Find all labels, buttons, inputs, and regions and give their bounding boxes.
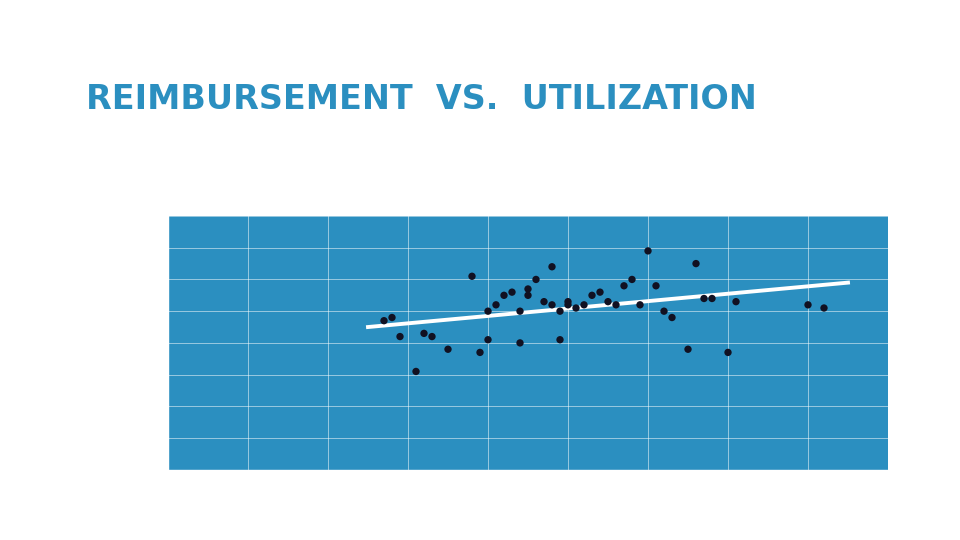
Point — [544, 262, 560, 271]
Point — [720, 348, 735, 357]
Point — [520, 291, 536, 300]
Point — [576, 300, 591, 309]
Point — [657, 307, 672, 315]
Point — [489, 300, 504, 309]
Point — [688, 259, 704, 268]
Point — [664, 313, 680, 322]
Point — [696, 294, 711, 303]
Point — [624, 275, 639, 284]
Point — [816, 303, 831, 312]
Point — [592, 288, 608, 296]
Point — [480, 307, 495, 315]
Point — [465, 272, 480, 281]
Point — [417, 329, 432, 338]
Point — [552, 307, 567, 315]
Point — [633, 300, 648, 309]
Point — [681, 345, 696, 354]
Point — [408, 367, 423, 376]
Point — [561, 298, 576, 306]
X-axis label: Medicaid Reimbursement Rate as a percentage of Private Insurance Reimbursement
R: Medicaid Reimbursement Rate as a percent… — [277, 496, 779, 524]
Point — [528, 275, 543, 284]
Point — [504, 288, 519, 296]
Point — [568, 303, 584, 312]
Y-axis label: Utilizaiton rate (%): Utilizaiton rate (%) — [130, 284, 143, 402]
Point — [801, 300, 816, 309]
Point — [609, 300, 624, 309]
Point — [384, 313, 399, 322]
Point — [472, 348, 488, 357]
Point — [513, 339, 528, 347]
Point — [520, 285, 536, 293]
Point — [496, 291, 512, 300]
Point — [552, 335, 567, 344]
Point — [544, 300, 560, 309]
Point — [513, 307, 528, 315]
Point — [376, 316, 392, 325]
Title: Changes in utilization rate according to reimbursement rate: Changes in utilization rate according to… — [319, 191, 737, 205]
Point — [600, 298, 615, 306]
Point — [537, 298, 552, 306]
Point — [705, 294, 720, 303]
Text: REIMBURSEMENT  VS.  UTILIZATION: REIMBURSEMENT VS. UTILIZATION — [86, 83, 757, 116]
Point — [441, 345, 456, 354]
Point — [480, 335, 495, 344]
Point — [585, 291, 600, 300]
Point — [424, 332, 440, 341]
Point — [729, 298, 744, 306]
Point — [640, 247, 656, 255]
Point — [561, 300, 576, 309]
Point — [393, 332, 408, 341]
Point — [616, 281, 632, 290]
Point — [648, 281, 663, 290]
